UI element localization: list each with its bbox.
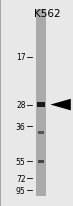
Text: 36: 36 xyxy=(16,122,26,131)
Text: 17: 17 xyxy=(16,53,26,62)
Text: K562: K562 xyxy=(34,9,61,19)
Bar xyxy=(36,10,46,196)
Text: 28: 28 xyxy=(16,101,26,110)
Polygon shape xyxy=(50,99,71,111)
Text: 72: 72 xyxy=(16,174,26,183)
Text: 95: 95 xyxy=(16,186,26,195)
Bar xyxy=(38,131,44,134)
Text: 55: 55 xyxy=(16,157,26,166)
Bar xyxy=(37,103,45,107)
Bar xyxy=(38,160,44,164)
